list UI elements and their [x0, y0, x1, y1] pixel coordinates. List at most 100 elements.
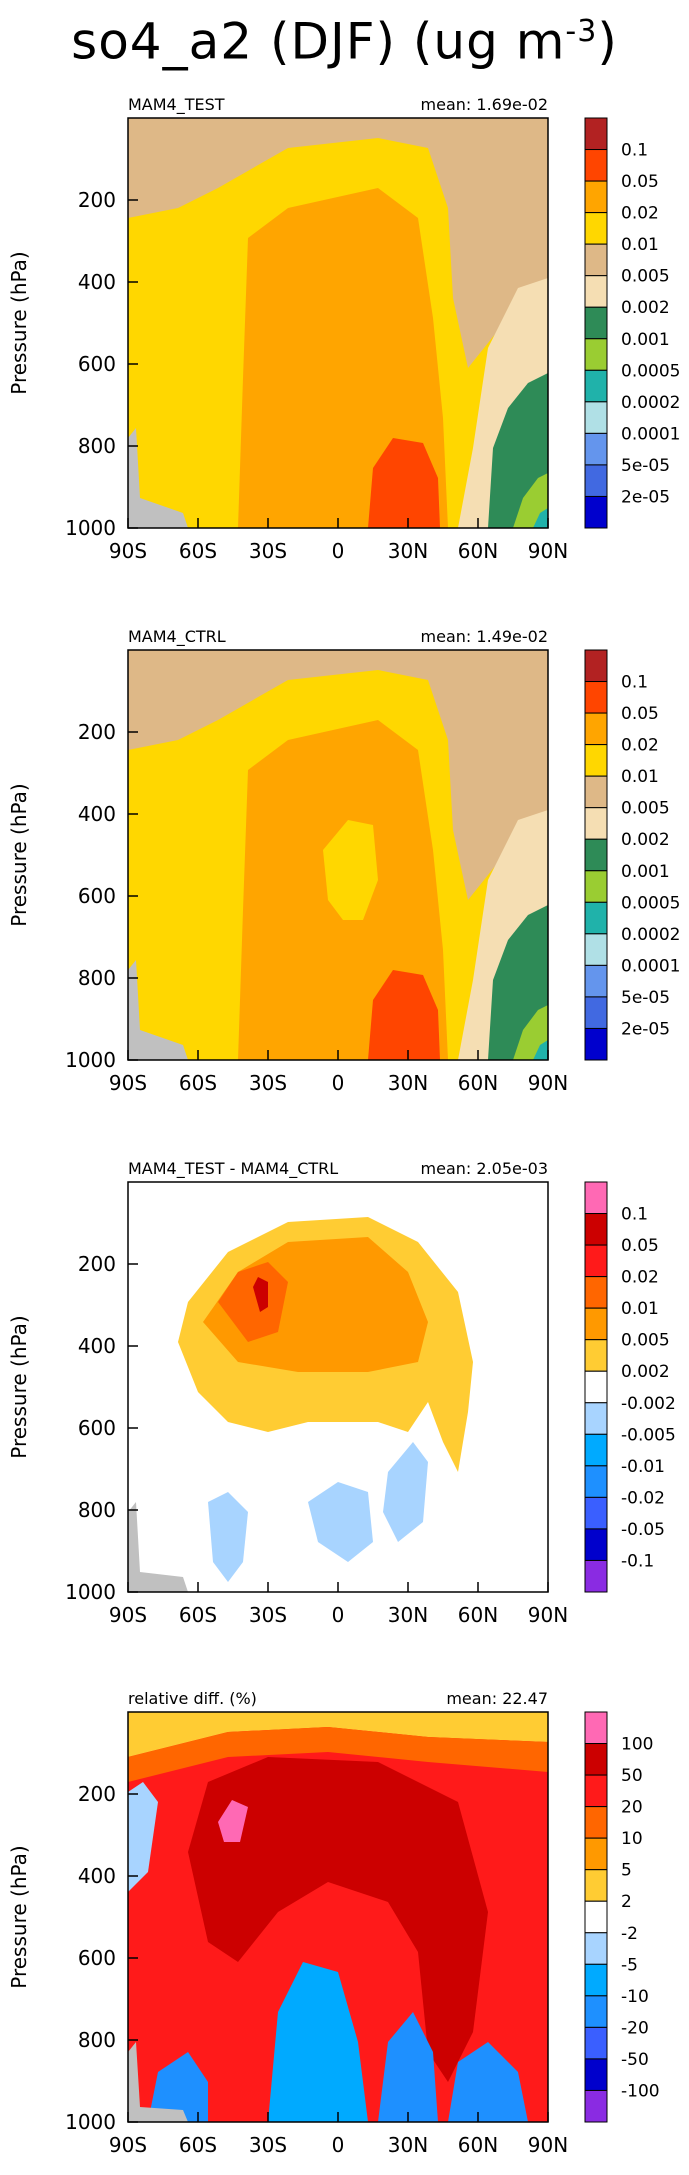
y-tick-label: 200	[78, 1252, 116, 1276]
contour-fill	[253, 1277, 268, 1312]
legend-swatch	[584, 1900, 608, 1934]
legend-label: -0.01	[621, 1457, 665, 1477]
legend-label: -0.005	[621, 1425, 676, 1445]
legend-swatch	[584, 212, 608, 245]
legend-label: 2e-05	[621, 487, 670, 507]
contour-fill	[533, 508, 548, 528]
contour-fill	[128, 1727, 548, 1782]
legend-label: 2	[621, 1892, 632, 1912]
x-tick-label: 30S	[249, 539, 287, 563]
legend-label: 0.002	[621, 298, 670, 318]
legend-label: -100	[621, 2081, 660, 2101]
legend-label: -5	[621, 1955, 638, 1975]
contour-fill	[513, 473, 548, 528]
panel-1: MAM4_TEST mean: 1.69e-02 90S 60S 30S 0 30N 60N 9…	[7, 95, 568, 563]
legend-swatch	[584, 306, 608, 340]
contour-fill	[368, 970, 440, 1060]
x-tick-label: 60S	[179, 2133, 217, 2157]
legend-label: 0.1	[621, 1205, 648, 1225]
legend-label: 0.001	[621, 330, 670, 350]
contour-fill	[268, 1962, 368, 2122]
legend-swatch	[584, 1869, 608, 1902]
legend-4: 100 50 20 10 5 2 -2 -5 -10 -20 -50 -100	[584, 1711, 660, 2123]
legend-swatch	[584, 838, 608, 872]
legend-label: 2e-05	[621, 1019, 670, 1039]
contour-fill	[128, 1782, 158, 1892]
x-tick-label: 60N	[458, 539, 498, 563]
legend-swatch	[584, 1276, 608, 1309]
contour-fill	[378, 2012, 438, 2122]
contour-fill	[448, 2042, 528, 2122]
y-tick-label: 1000	[65, 516, 116, 540]
legend-label: -20	[621, 2018, 649, 2038]
legend-label: 0.005	[621, 267, 670, 287]
legend-swatch	[584, 338, 608, 371]
legend-label: -0.02	[621, 1488, 665, 1508]
contour-fill	[188, 1757, 488, 2082]
legend-label: 0.005	[621, 1331, 670, 1351]
legend-swatch	[584, 1743, 608, 1776]
legend-swatch	[584, 2026, 608, 2060]
x-tick-label: 60S	[179, 1071, 217, 1095]
legend-label: 0.0001	[621, 424, 680, 444]
y-tick-label: 200	[78, 188, 116, 212]
legend-label: 5e-05	[621, 988, 670, 1008]
x-tick-label: 90S	[109, 1071, 147, 1095]
x-tick-label: 90S	[109, 2133, 147, 2157]
contour-fill	[383, 1442, 428, 1542]
legend-swatch	[584, 1963, 608, 1997]
legend-swatch	[584, 1370, 608, 1404]
legend-swatch	[584, 807, 608, 840]
figure-title: so4_a2 (DJF) (ug m-3)	[0, 0, 689, 71]
y-axis-title: Pressure (hPa)	[7, 251, 31, 394]
x-tick-label: 30N	[388, 1071, 428, 1095]
legend-label: 0.05	[621, 704, 659, 724]
legend-label: -0.002	[621, 1394, 676, 1414]
y-tick-label: 200	[78, 1782, 116, 1806]
legend-swatch	[584, 401, 608, 434]
legend-swatch	[584, 1433, 608, 1467]
contour-fill	[218, 1262, 288, 1342]
legend-label: 5	[621, 1861, 632, 1881]
y-tick-label: 400	[78, 1334, 116, 1358]
legend-label: -2	[621, 1924, 638, 1944]
legend-swatch	[584, 1465, 608, 1498]
legend-label: 0.002	[621, 1362, 670, 1382]
x-tick-label: 60S	[179, 539, 217, 563]
missing-data	[128, 428, 188, 528]
legend-swatch	[584, 1528, 608, 1561]
x-tick-label: 30N	[388, 2133, 428, 2157]
legend-label: 0.02	[621, 204, 659, 224]
legend-label: 0.1	[621, 141, 648, 161]
legend-label: -50	[621, 2050, 649, 2070]
x-tick-label: 30S	[249, 1071, 287, 1095]
y-tick-label: 1000	[65, 1048, 116, 1072]
legend-swatch	[584, 649, 608, 683]
panel-left-label: relative diff. (%)	[128, 1689, 257, 1708]
legend-swatch	[584, 149, 608, 182]
x-tick-label: 30N	[388, 539, 428, 563]
x-tick-label: 0	[332, 2133, 345, 2157]
legend-label: 5e-05	[621, 456, 670, 476]
legend-swatch	[584, 1496, 608, 1530]
legend-label: 0.01	[621, 235, 659, 255]
legend-1: 0.1 0.05 0.02 0.01 0.005 0.002 0.001 0.0005 0.00…	[584, 117, 680, 529]
contour-fill	[128, 118, 548, 368]
y-tick-label: 200	[78, 720, 116, 744]
y-axis-title: Pressure (hPa)	[7, 1845, 31, 1988]
x-tick-label: 0	[332, 1603, 345, 1627]
legend-swatch	[584, 495, 608, 529]
legend-swatch	[584, 996, 608, 1029]
legend-swatch	[584, 2058, 608, 2091]
x-tick-label: 90N	[528, 1071, 568, 1095]
y-tick-label: 800	[78, 1498, 116, 1522]
y-tick-label: 800	[78, 966, 116, 990]
legend-swatch	[584, 744, 608, 777]
legend-label: 0.05	[621, 172, 659, 192]
panel-2: MAM4_CTRL mean: 1.49e-02 90S 60S 30S 0 30N 60N 9…	[7, 627, 568, 1095]
legend-label: 0.05	[621, 1236, 659, 1256]
legend-label: 0.0005	[621, 361, 680, 381]
x-tick-label: 30S	[249, 1603, 287, 1627]
legend-label: 0.01	[621, 767, 659, 787]
